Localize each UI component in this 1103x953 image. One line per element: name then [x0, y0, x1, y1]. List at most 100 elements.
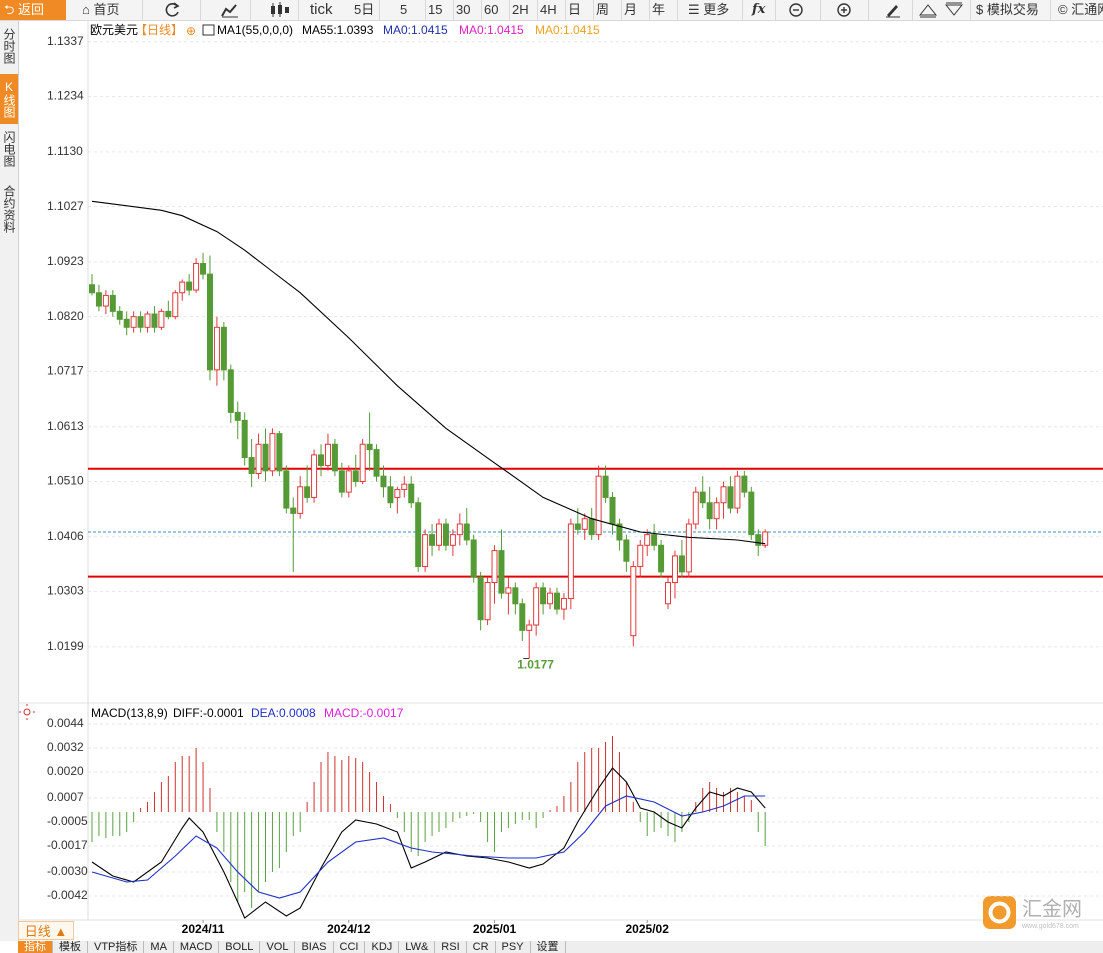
sidebar-tab[interactable]: 合约资料: [2, 185, 16, 233]
candle-body: [762, 531, 769, 546]
sidebar: 分时图 K线图 闪电图 合约资料: [0, 21, 19, 941]
indicator-tab[interactable]: PSY: [496, 941, 531, 953]
period-button[interactable]: 周: [596, 2, 610, 17]
period-selector[interactable]: 日线 ▲: [18, 921, 74, 940]
legend-entry: MA0:1.0415: [535, 23, 600, 37]
add-icon: ⊕: [186, 24, 196, 38]
tick-button[interactable]: tick: [310, 1, 333, 18]
trade-button[interactable]: $ 模拟交易: [976, 2, 1039, 17]
candle-body: [463, 523, 470, 541]
indicator-tab[interactable]: VOL: [260, 941, 296, 953]
indicator-tab[interactable]: 指标: [18, 941, 53, 953]
indicator-tab[interactable]: BOLL: [219, 941, 261, 953]
indicator-tab[interactable]: CR: [467, 941, 496, 953]
candle-body: [137, 316, 144, 328]
separator: [820, 0, 821, 20]
candle-body: [512, 587, 519, 605]
candle-body: [692, 491, 699, 525]
separator: [1050, 0, 1051, 20]
candle-body: [220, 326, 227, 371]
candle-body: [338, 470, 345, 493]
candle-body: [519, 603, 526, 631]
formula-button[interactable]: fx: [752, 2, 766, 17]
period-button[interactable]: 日: [568, 2, 582, 17]
indicator-tab[interactable]: MA: [144, 941, 174, 953]
refresh-button[interactable]: [163, 1, 183, 21]
candle-body: [456, 523, 463, 536]
period-button[interactable]: 5日: [354, 2, 375, 17]
candle-body: [387, 486, 394, 504]
candle-body: [366, 443, 373, 451]
candle-body: [595, 475, 602, 536]
period-button[interactable]: 2H: [512, 2, 529, 17]
indicator-line: [91, 795, 766, 899]
candle-body: [352, 470, 359, 482]
separator: [142, 0, 143, 20]
period-button[interactable]: 4H: [540, 2, 557, 17]
candle-button[interactable]: [268, 2, 290, 22]
candle-body: [151, 313, 158, 328]
site-label: 汇通网: [1071, 2, 1103, 17]
period-button[interactable]: 60: [484, 2, 499, 17]
x-tick-label: 2025/01: [473, 922, 517, 936]
indicator-tab[interactable]: KDJ: [365, 941, 400, 953]
legend-entry: DIFF:-0.0001: [173, 706, 244, 720]
draw-button[interactable]: [884, 2, 902, 22]
indicator-tab[interactable]: CCI: [334, 941, 366, 953]
candle-body: [644, 534, 651, 546]
candle-body: [602, 475, 609, 498]
candle-body: [588, 518, 595, 536]
candle-body: [359, 443, 366, 482]
candle-body: [102, 294, 109, 307]
period-button[interactable]: 5: [400, 2, 408, 17]
sidebar-tab[interactable]: 闪电图: [2, 131, 16, 167]
more-button[interactable]: ☰ 更多: [688, 2, 730, 17]
candle-body: [623, 539, 630, 562]
indicator-tab[interactable]: MACD: [174, 941, 220, 953]
period-button[interactable]: 年: [652, 2, 666, 17]
candle-body: [172, 292, 179, 318]
indicator-tab[interactable]: VTP指标: [88, 941, 145, 953]
y-tick-label: 1.1027: [47, 199, 84, 213]
indicator-tab[interactable]: 模板: [53, 941, 88, 953]
separator: [742, 0, 743, 20]
sidebar-tab[interactable]: 分时图: [2, 28, 16, 64]
candle-body: [331, 443, 338, 472]
y-tick-label: -0.0042: [47, 888, 88, 902]
legend-entry: MA55:1.0393: [302, 23, 374, 37]
indicator-tab[interactable]: RSI: [435, 941, 467, 953]
chart-line-button[interactable]: [220, 2, 240, 22]
indicator-tab[interactable]: 设置: [531, 941, 566, 953]
site-button[interactable]: © 汇通网: [1058, 0, 1103, 20]
zoom-out-button[interactable]: [788, 2, 806, 22]
back-button[interactable]: ⮌ 返回: [0, 0, 66, 20]
legend-entry: DEA:0.0008: [251, 706, 316, 720]
separator: [593, 0, 594, 20]
sidebar-tab[interactable]: K线图: [0, 74, 18, 124]
x-tick-label: 2024/11: [182, 922, 225, 936]
candle-body: [401, 483, 408, 490]
candle-body: [533, 587, 540, 626]
y-tick-label: 1.0406: [47, 529, 84, 543]
indicator-label: MA1(55,0,0,0): [217, 23, 293, 37]
indicator-tab[interactable]: BIAS: [295, 941, 334, 953]
candle-body: [394, 488, 401, 498]
period-button[interactable]: 月: [624, 2, 638, 17]
legend-entry: MA0:1.0415: [459, 23, 524, 37]
candle-body: [637, 544, 644, 568]
back-label: 返回: [18, 2, 45, 17]
candle-body: [255, 443, 262, 475]
candle-body: [630, 566, 637, 637]
indicator-tab[interactable]: LW&: [399, 941, 436, 953]
zoom-in-button[interactable]: [836, 2, 854, 22]
arrow-buttons[interactable]: [918, 1, 968, 21]
candle-body: [574, 523, 581, 530]
candle-body: [429, 534, 436, 546]
period-button[interactable]: 30: [456, 2, 471, 17]
period-button[interactable]: 15: [428, 2, 443, 17]
separator: [621, 0, 622, 20]
home-button[interactable]: ⌂ 首页: [82, 2, 120, 17]
y-tick-label: 1.0820: [47, 309, 84, 323]
candle-body: [720, 486, 727, 504]
